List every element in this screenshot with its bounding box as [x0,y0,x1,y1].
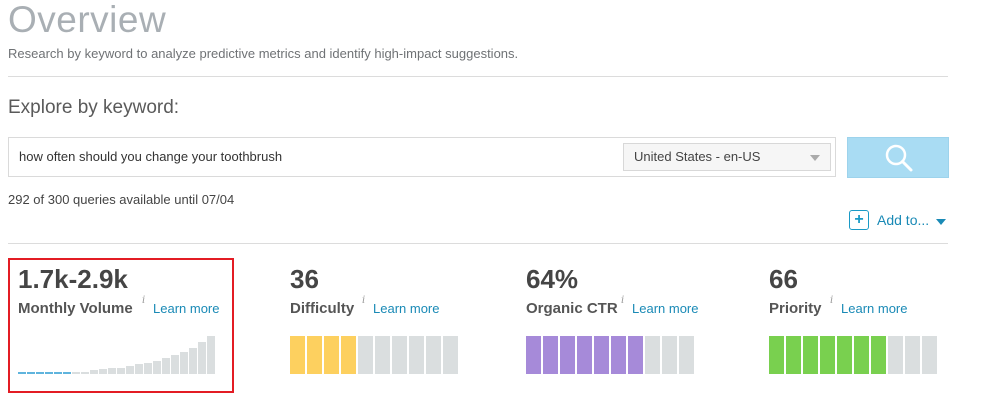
page-title: Overview [8,0,167,40]
info-icon[interactable]: i [621,295,625,306]
score-segment-empty [905,336,920,374]
metric-label: Priority [769,300,822,317]
volume-bar [54,372,62,374]
caret-down-icon [936,219,946,225]
volume-bar [63,372,71,374]
chevron-down-icon [810,155,820,161]
metric-label: Monthly Volume [18,300,133,317]
page-subtitle: Research by keyword to analyze predictiv… [8,46,519,61]
divider [8,76,948,77]
volume-bar [171,355,179,374]
metric-value: 36 [290,264,319,294]
volume-bar [144,363,152,374]
search-button[interactable] [847,137,949,178]
add-to-label: Add to... [877,212,930,228]
score-segment-empty [375,336,390,374]
explore-heading: Explore by keyword: [8,97,180,118]
score-segment-empty [888,336,903,374]
score-segment-empty [443,336,458,374]
score-segment-empty [922,336,937,374]
metric-label: Organic CTR [526,300,618,317]
priority-score-bar [769,336,939,374]
divider [8,243,948,244]
metric-value: 1.7k-2.9k [18,264,128,294]
metric-value: 66 [769,264,798,294]
volume-bar [207,336,215,374]
monthly-volume-highlight-box [8,258,234,393]
score-segment-empty [392,336,407,374]
locale-select-value: United States - en-US [634,149,761,164]
volume-bar [90,370,98,374]
keyword-input[interactable] [19,138,599,176]
score-segment-filled [786,336,801,374]
info-icon[interactable]: i [362,295,366,306]
score-segment-filled [871,336,886,374]
score-segment-filled [837,336,852,374]
score-segment-filled [290,336,305,374]
info-icon[interactable]: i [830,295,834,306]
score-segment-filled [307,336,322,374]
volume-bar [99,369,107,374]
keyword-search-box: United States - en-US [8,137,836,177]
score-segment-filled [526,336,541,374]
learn-more-link[interactable]: Learn more [153,301,220,316]
score-segment-filled [803,336,818,374]
score-segment-filled [577,336,592,374]
learn-more-link[interactable]: Learn more [632,301,699,316]
query-quota-text: 292 of 300 queries available until 07/04 [8,192,235,207]
metric-value: 64% [526,264,579,294]
volume-bar [36,372,44,374]
monthly-volume-chart [18,336,218,374]
volume-bar [198,342,206,374]
volume-bar [126,366,134,374]
score-segment-filled [560,336,575,374]
score-segment-filled [628,336,643,374]
learn-more-link[interactable]: Learn more [373,301,440,316]
score-segment-empty [662,336,677,374]
plus-icon: + [849,210,869,230]
metric-label: Difficulty [290,300,355,317]
score-segment-filled [820,336,835,374]
score-segment-empty [358,336,373,374]
volume-bar [72,372,80,374]
volume-bar [18,372,26,374]
difficulty-score-bar [290,336,460,374]
volume-bar [135,364,143,374]
volume-bar [162,358,170,374]
score-segment-filled [543,336,558,374]
score-segment-empty [426,336,441,374]
volume-bar [117,368,125,374]
score-segment-filled [341,336,356,374]
score-segment-filled [854,336,869,374]
score-segment-filled [324,336,339,374]
learn-more-link[interactable]: Learn more [841,301,908,316]
info-icon[interactable]: i [142,295,146,306]
organic-ctr-score-bar [526,336,696,374]
score-segment-filled [611,336,626,374]
volume-bar [27,372,35,374]
score-segment-empty [679,336,694,374]
score-segment-empty [409,336,424,374]
volume-bar [81,372,89,374]
volume-bar [45,372,53,374]
locale-select[interactable]: United States - en-US [623,143,831,171]
score-segment-empty [645,336,660,374]
volume-bar [108,368,116,374]
volume-bar [153,361,161,374]
search-icon [885,144,913,172]
score-segment-filled [594,336,609,374]
volume-bar [189,348,197,374]
score-segment-filled [769,336,784,374]
volume-bar [180,352,188,374]
